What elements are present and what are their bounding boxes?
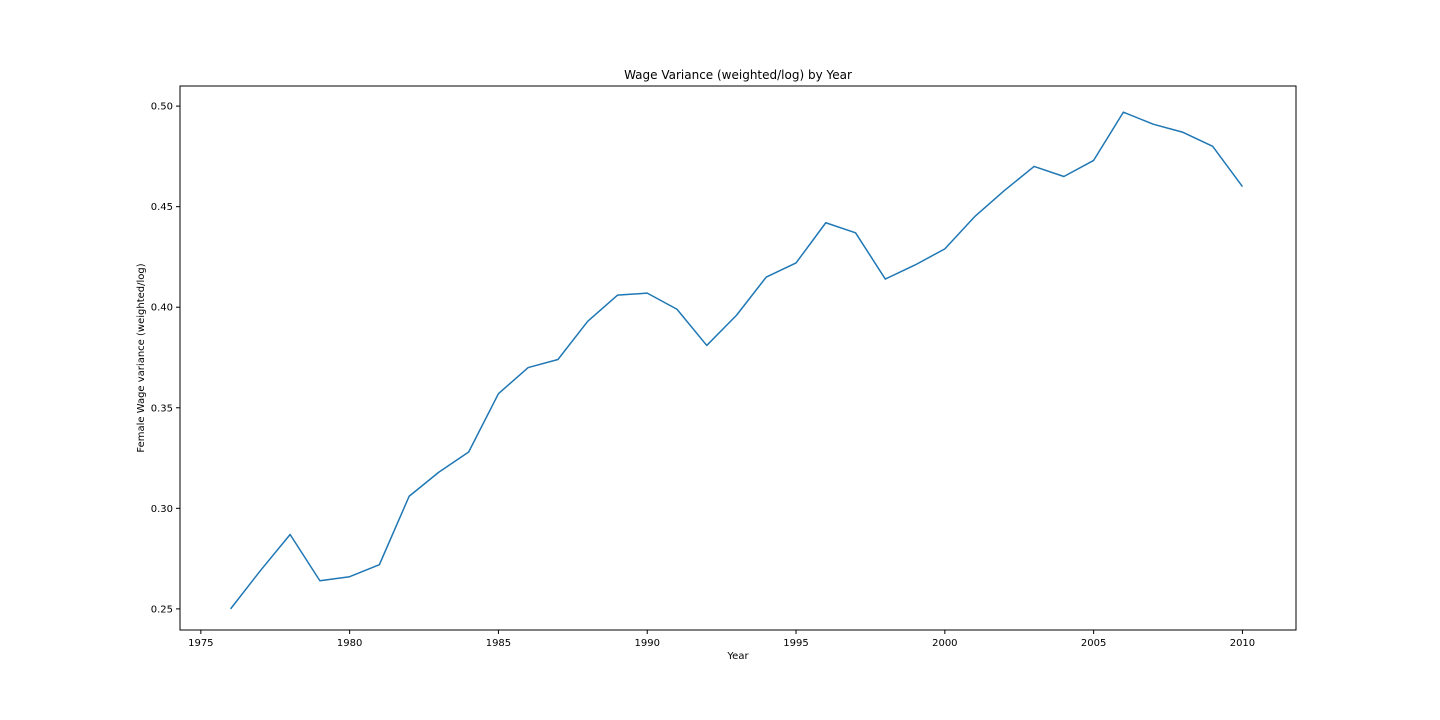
y-axis: 0.25 0.30 0.35 0.40 0.45 0.50 [151, 102, 180, 615]
x-tick-label: 2000 [932, 638, 957, 649]
x-tick-label: 1980 [337, 638, 362, 649]
y-tick-label: 0.45 [151, 202, 173, 213]
x-tick-label: 2005 [1081, 638, 1106, 649]
plot-frame [179, 85, 1297, 631]
y-tick-label: 0.25 [151, 604, 173, 615]
y-axis-label: Female Wage variance (weighted/log) [136, 263, 147, 452]
y-tick-label: 0.30 [151, 504, 173, 515]
x-axis-label: Year [726, 651, 749, 662]
series-line [229, 111, 1244, 610]
x-tick-label: 1985 [486, 638, 511, 649]
y-tick-label: 0.40 [151, 303, 173, 314]
plot-area [229, 111, 1244, 610]
x-axis: 1975 1980 1985 1990 1995 2000 2005 2010 [188, 630, 1255, 649]
y-tick-label: 0.35 [151, 403, 173, 414]
chart-title: Wage Variance (weighted/log) by Year [624, 68, 852, 82]
x-tick-label: 1995 [783, 638, 808, 649]
x-tick-label: 1975 [188, 638, 213, 649]
y-tick-label: 0.50 [151, 102, 173, 113]
x-tick-label: 1990 [635, 638, 660, 649]
x-tick-label: 2010 [1230, 638, 1255, 649]
